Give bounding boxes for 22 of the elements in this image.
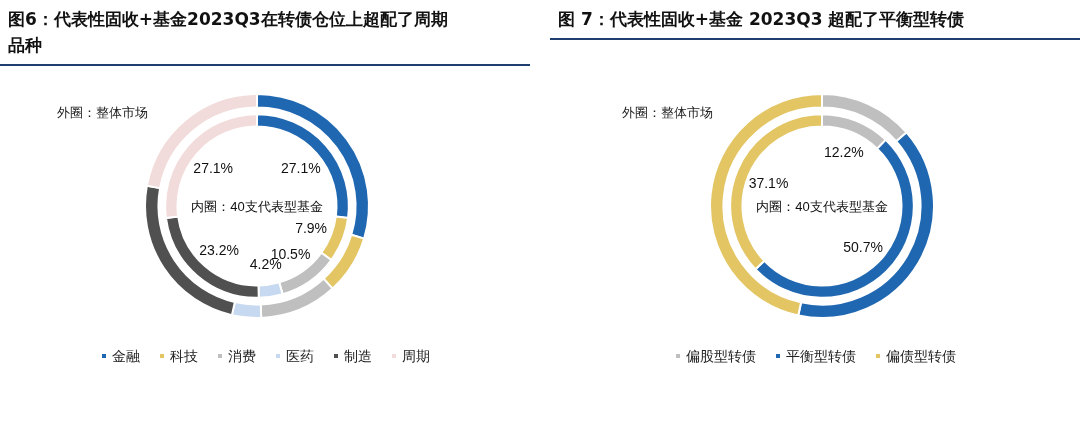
text: 内圈：40支代表型基金 [191,198,323,214]
legend-label: 偏债型转债 [886,348,956,364]
data-label: 50.7% [843,239,883,256]
legend-label: 医药 [286,348,314,364]
text: 内圈：40支代表型基金 [756,198,888,214]
legend-label: 制造 [344,348,372,364]
data-label: 12.2% [823,143,864,160]
data-label: 7.9% [295,219,328,236]
legend-label: 偏股型转债 [686,348,756,364]
data-label: 23.2% [199,242,239,259]
text: 外圈：整体市场 [57,105,148,120]
legend-label: 科技 [170,348,198,364]
text: 外圈：整体市场 [622,105,713,120]
legend-label: 消费 [228,348,256,364]
data-label: 27.1% [193,159,234,176]
data-label: 27.1% [280,159,321,176]
chart-title: 图6：代表性固收+基金2023Q3在转债仓位上超配了周期品种 [8,8,449,57]
legend-label: 周期 [402,348,430,364]
chart-title: 图 7：代表性固收+基金 2023Q3 超配了平衡型转债 [558,8,966,31]
legend-label: 金融 [112,348,140,364]
legend-label: 平衡型转债 [786,348,856,364]
data-label: 37.1% [748,175,789,192]
